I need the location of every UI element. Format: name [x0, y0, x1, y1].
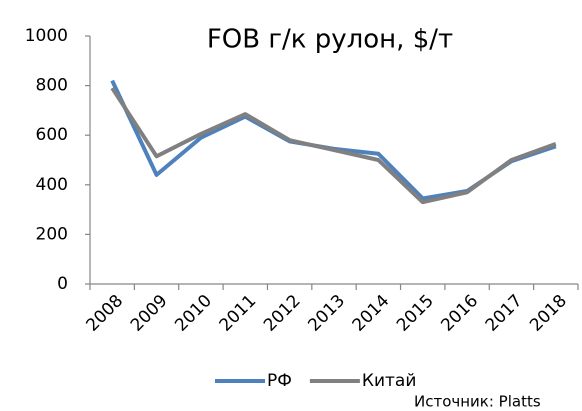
y-tick-label: 1000: [25, 26, 68, 46]
chart-title: FOB г/к рулон, $/т: [207, 25, 453, 55]
y-tick-label: 200: [36, 224, 68, 244]
x-tick-label: 2016: [437, 291, 482, 336]
x-tick-label: 2010: [171, 291, 216, 336]
y-tick-label: 0: [57, 274, 68, 294]
y-tick-label: 800: [36, 76, 68, 96]
x-tick-label: 2014: [349, 291, 394, 336]
x-tick-label: 2009: [127, 291, 172, 336]
legend-label: Китай: [362, 371, 417, 391]
x-tick-label: 2011: [216, 291, 261, 336]
x-tick-label: 2015: [393, 291, 438, 336]
legend-label: РФ: [267, 371, 292, 391]
x-tick-label: 2018: [526, 291, 571, 336]
line-series: [110, 79, 557, 201]
x-tick-label: 2013: [304, 291, 349, 336]
x-tick-label: 2012: [260, 291, 305, 336]
x-tick-label: 2008: [83, 291, 128, 336]
x-tick-label: 2017: [482, 291, 527, 336]
y-tick-label: 400: [36, 175, 68, 195]
y-tick-label: 600: [36, 125, 68, 145]
source-note: Источник: Platts: [414, 393, 541, 411]
line-series: [110, 86, 557, 205]
